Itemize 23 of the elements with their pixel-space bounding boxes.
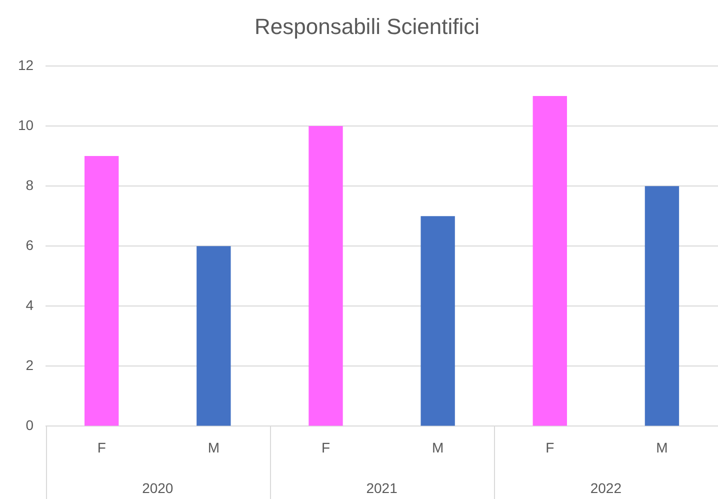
bar — [196, 246, 231, 426]
text: 2020 — [142, 480, 174, 496]
y-tick-label: 12 — [18, 56, 34, 73]
chart-title: Responsabili Scientifici — [254, 14, 480, 40]
y-tick-label: 10 — [18, 116, 34, 133]
y-tick-label: 4 — [26, 296, 34, 313]
y-tick-label: 8 — [26, 176, 34, 193]
x-tick-label: M — [432, 439, 444, 456]
text: 2022 — [590, 480, 622, 496]
x-tick-label: F — [321, 439, 330, 456]
y-tick-label: 2 — [26, 357, 34, 374]
x-tick-label: M — [656, 439, 668, 456]
text: 2021 — [366, 480, 398, 496]
x-tick-label: M — [208, 439, 220, 456]
bar — [420, 216, 455, 426]
bar — [644, 186, 680, 426]
x-tick-label: F — [546, 439, 554, 456]
y-tick-label: 0 — [26, 417, 34, 434]
bar — [532, 96, 567, 426]
bar — [308, 126, 343, 426]
bar — [84, 156, 119, 426]
y-tick-label: 6 — [26, 236, 34, 253]
x-tick-label: F — [97, 439, 106, 456]
